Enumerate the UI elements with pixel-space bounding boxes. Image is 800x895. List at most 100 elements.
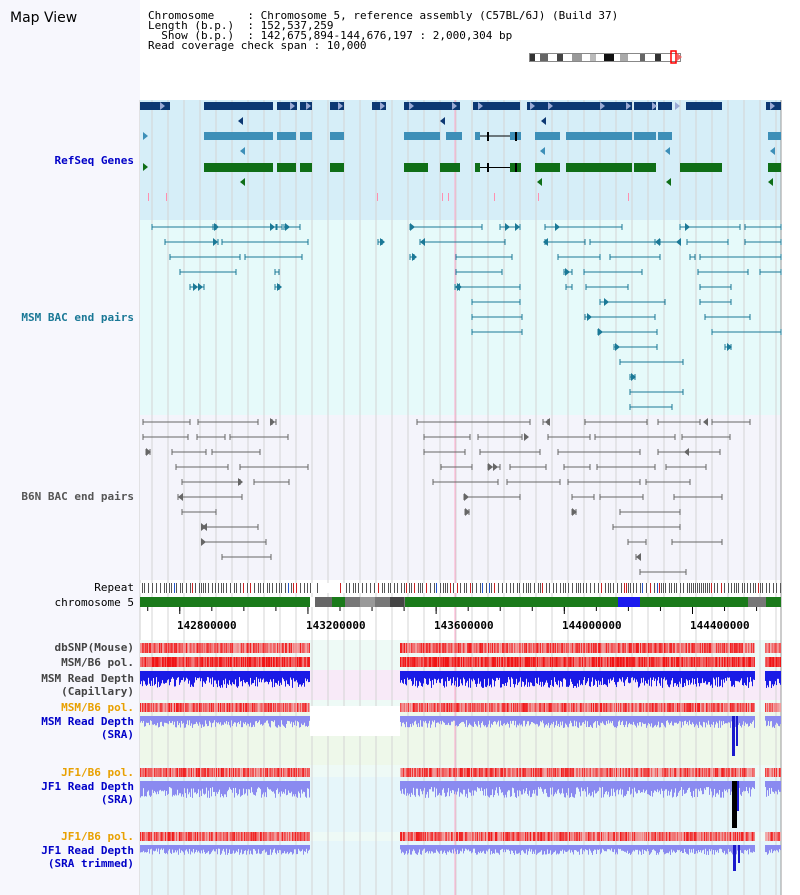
polymorphism-cell	[649, 703, 650, 712]
polymorphism-cell	[726, 832, 727, 841]
polymorphism-cell	[421, 643, 422, 653]
read-depth-bar	[584, 781, 585, 790]
polymorphism-cell	[517, 832, 518, 841]
polymorphism-cell	[558, 657, 559, 667]
polymorphism-cell	[620, 643, 621, 653]
polymorphism-cell	[419, 832, 420, 841]
polymorphism-cell	[681, 768, 682, 777]
polymorphism-cell	[422, 703, 423, 712]
read-depth-bar	[422, 671, 423, 687]
repeat-element	[160, 583, 161, 593]
repeat-element	[553, 583, 554, 593]
read-depth-bar	[508, 781, 509, 791]
read-depth-bar	[592, 716, 593, 728]
polymorphism-cell	[467, 657, 468, 667]
read-depth-bar	[464, 671, 465, 680]
read-depth-bar	[158, 781, 159, 795]
polymorphism-cell	[452, 657, 453, 667]
read-depth-bar	[633, 671, 634, 681]
read-depth-bar	[270, 671, 271, 680]
polymorphism-cell	[747, 643, 748, 653]
repeat-element	[422, 583, 423, 593]
read-depth-bar	[750, 716, 751, 723]
polymorphism-cell	[718, 657, 719, 667]
polymorphism-cell	[163, 703, 164, 712]
repeat-element	[464, 583, 465, 593]
polymorphism-cell	[179, 657, 180, 667]
polymorphism-cell	[254, 643, 255, 653]
read-depth-bar	[777, 671, 778, 679]
polymorphism-cell	[449, 657, 450, 667]
label-panel	[0, 0, 140, 895]
read-depth-bar	[204, 671, 205, 683]
polymorphism-cell	[438, 703, 439, 712]
polymorphism-cell	[468, 768, 469, 777]
polymorphism-cell	[306, 768, 307, 777]
polymorphism-cell	[216, 768, 217, 777]
polymorphism-cell	[185, 768, 186, 777]
read-depth-bar	[167, 671, 168, 681]
read-depth-bar	[669, 781, 670, 796]
polymorphism-cell	[295, 703, 296, 712]
polymorphism-cell	[609, 703, 610, 712]
polymorphism-cell	[513, 832, 514, 841]
polymorphism-cell	[623, 643, 624, 653]
polymorphism-cell	[421, 768, 422, 777]
polymorphism-cell	[592, 832, 593, 841]
polymorphism-cell	[730, 643, 731, 653]
polymorphism-cell	[484, 643, 485, 653]
polymorphism-cell	[528, 768, 529, 777]
polymorphism-cell	[741, 657, 742, 667]
read-depth-bar	[445, 781, 446, 797]
polymorphism-cell	[196, 703, 197, 712]
polymorphism-cell	[602, 832, 603, 841]
polymorphism-cell	[707, 703, 708, 712]
read-depth-bar	[619, 781, 620, 791]
read-depth-bar	[238, 781, 239, 795]
polymorphism-cell	[222, 703, 223, 712]
polymorphism-cell	[303, 657, 304, 667]
polymorphism-cell	[669, 768, 670, 777]
polymorphism-cell	[434, 832, 435, 841]
polymorphism-cell	[699, 643, 700, 653]
polymorphism-cell	[181, 832, 182, 841]
polymorphism-cell	[570, 832, 571, 841]
polymorphism-cell	[483, 643, 484, 653]
polymorphism-cell	[605, 643, 606, 653]
polymorphism-cell	[283, 703, 284, 712]
polymorphism-cell	[467, 768, 468, 777]
polymorphism-cell	[673, 832, 674, 841]
read-depth-bar	[687, 716, 688, 723]
polymorphism-cell	[605, 657, 606, 667]
polymorphism-cell	[773, 832, 774, 841]
polymorphism-cell	[516, 768, 517, 777]
polymorphism-cell	[536, 643, 537, 653]
read-depth-bar	[455, 671, 456, 681]
polymorphism-cell	[590, 703, 591, 712]
read-depth-bar	[590, 716, 591, 726]
polymorphism-cell	[744, 643, 745, 653]
polymorphism-cell	[516, 703, 517, 712]
polymorphism-cell	[221, 832, 222, 841]
strand-arrow	[505, 223, 510, 231]
polymorphism-cell	[540, 643, 541, 653]
read-depth-bar	[768, 671, 769, 688]
read-depth-bar	[487, 781, 488, 796]
polymorphism-cell	[477, 703, 478, 712]
read-depth-bar	[569, 671, 570, 686]
read-depth-bar	[253, 716, 254, 725]
polymorphism-cell	[731, 703, 732, 712]
read-depth-bar	[598, 781, 599, 791]
polymorphism-cell	[508, 643, 509, 653]
polymorphism-cell	[690, 657, 691, 667]
polymorphism-cell	[465, 643, 466, 653]
read-depth-bar	[520, 671, 521, 678]
polymorphism-cell	[200, 832, 201, 841]
polymorphism-cell	[628, 832, 629, 841]
read-depth-bar	[453, 716, 454, 721]
polymorphism-cell	[417, 832, 418, 841]
polymorphism-cell	[655, 832, 656, 841]
read-depth-bar	[595, 781, 596, 794]
polymorphism-cell	[712, 657, 713, 667]
